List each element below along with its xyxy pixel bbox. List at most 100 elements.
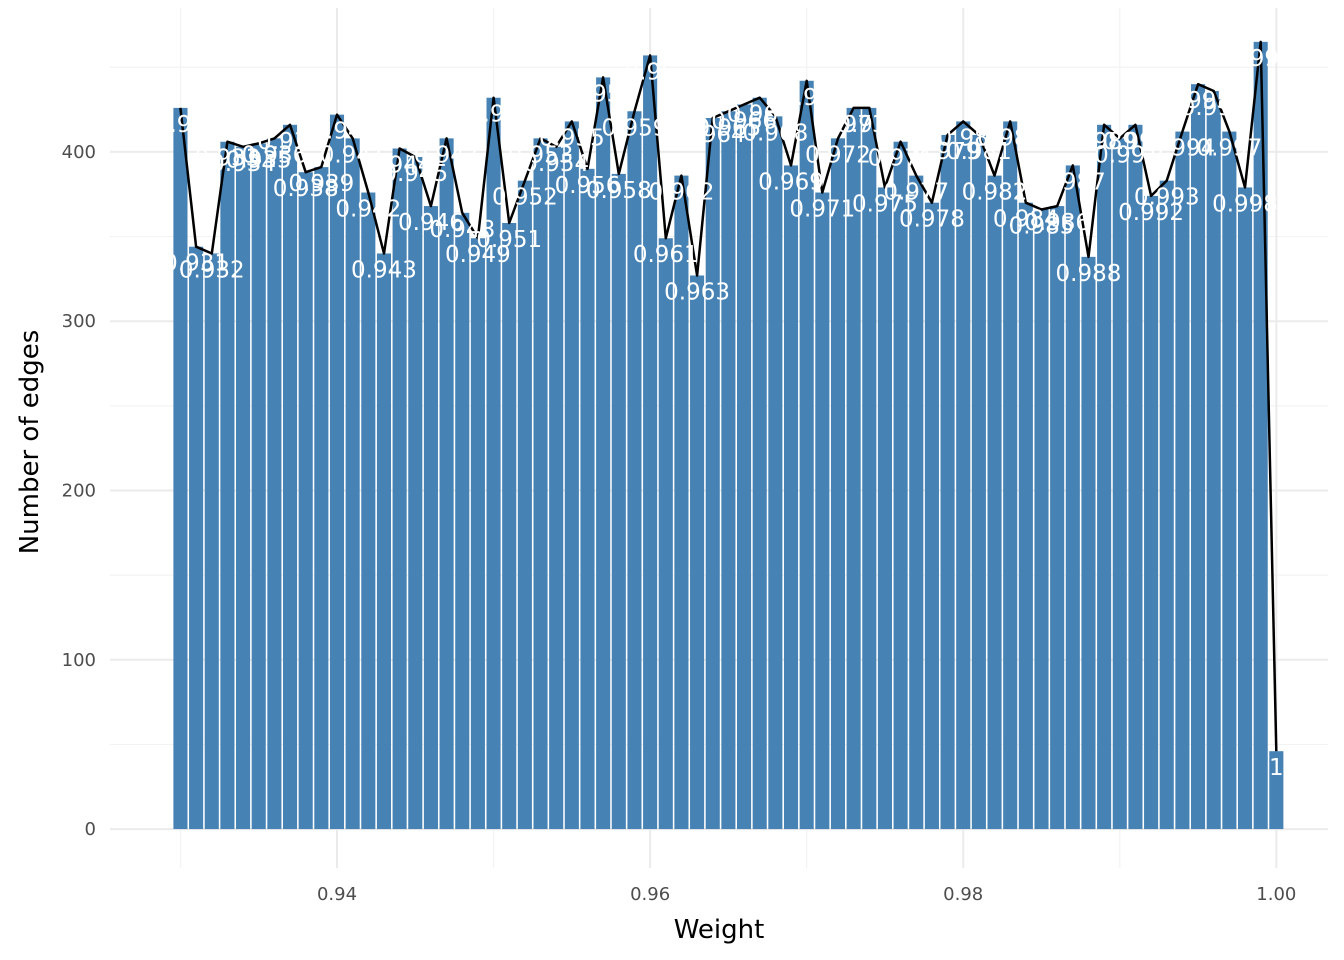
bar-label: 1 — [1269, 755, 1284, 781]
bar-label: 0.992 — [1118, 200, 1184, 226]
bar-label: 0.965 — [695, 115, 761, 141]
bar-label: 0.985 — [1009, 213, 1075, 239]
bar — [486, 97, 501, 830]
bar — [705, 118, 720, 830]
bar — [627, 111, 642, 830]
bar-label: 0.993 — [1134, 185, 1200, 211]
bar — [267, 138, 282, 830]
bar — [752, 97, 767, 830]
bar — [658, 238, 673, 830]
bar — [737, 104, 752, 830]
bar-label: 0.937 — [257, 129, 323, 155]
y-tick-label: 300 — [62, 311, 96, 332]
bar-label: 0.958 — [586, 178, 652, 204]
bar-label: 0.986 — [1024, 210, 1090, 236]
bar — [971, 134, 986, 830]
bar — [1034, 209, 1049, 830]
bar — [533, 138, 548, 830]
axis-ticks: 0 100 200 300 400 0.94 0.96 0.98 1.00 — [62, 142, 1297, 905]
bar-label: 0.968 — [742, 120, 808, 146]
bar-label: 0.977 — [883, 180, 949, 206]
bar — [721, 111, 736, 830]
bar-label: 0.956 — [555, 173, 621, 199]
bar-label: 0.988 — [1056, 261, 1122, 287]
bar-label: 0.943 — [351, 257, 417, 283]
bar-label: 0.998 — [1212, 191, 1278, 217]
bar-label: 0.952 — [492, 185, 558, 211]
bar-label: 0.946 — [398, 210, 464, 236]
bar-label: 0.97 — [781, 85, 832, 111]
bar-label: 0.999 — [1228, 46, 1294, 72]
bar-label: 0.991 — [1103, 129, 1169, 155]
x-axis-title: Weight — [674, 915, 765, 945]
bar — [1128, 124, 1143, 830]
bar-label: 0.996 — [1181, 95, 1247, 121]
bar — [1112, 138, 1127, 830]
bar — [408, 156, 423, 830]
bar-label: 0.935 — [226, 147, 292, 173]
bar — [392, 148, 407, 830]
bar-label: 0.954 — [523, 151, 589, 177]
bar — [956, 121, 971, 830]
bar — [877, 187, 892, 830]
bar — [1206, 90, 1221, 830]
bar-label: 0.932 — [179, 257, 245, 283]
bar-label: 0.957 — [570, 81, 636, 107]
bar — [345, 138, 360, 830]
bar — [909, 175, 924, 830]
bar-label: 0.984 — [993, 207, 1059, 233]
bar — [220, 141, 235, 830]
bar — [799, 80, 814, 830]
bar-label: 0.973 — [821, 112, 887, 138]
bar-label: 0.974 — [836, 112, 902, 138]
bar — [564, 121, 579, 830]
bar-label: 0.982 — [962, 180, 1028, 206]
bar-label: 0.961 — [633, 242, 699, 268]
bar-label: 0.947 — [414, 142, 480, 168]
bar — [1175, 131, 1190, 830]
bar — [204, 253, 219, 830]
bar-label: 0.978 — [899, 207, 965, 233]
bar-label: 0.944 — [367, 153, 433, 179]
bar-label: 0.948 — [429, 217, 495, 243]
bar — [439, 138, 454, 830]
bar — [376, 253, 392, 830]
bar-label: 0.942 — [335, 197, 401, 223]
bar — [282, 124, 298, 830]
bar-label: 0.931 — [163, 251, 229, 277]
bar-label: 0.953 — [508, 142, 574, 168]
bar — [423, 206, 438, 830]
bar — [1237, 187, 1253, 830]
bar — [298, 172, 313, 830]
x-tick-label: 1.00 — [1256, 884, 1296, 905]
bar-label: 0.939 — [288, 171, 354, 197]
bar-label: 0.936 — [241, 142, 307, 168]
bar — [940, 134, 955, 830]
bar-label: 0.98 — [938, 125, 989, 151]
trend-line-layer — [179, 40, 1278, 752]
bar-label: 0.949 — [445, 242, 511, 268]
bar — [189, 246, 204, 830]
bar — [1081, 256, 1096, 830]
bar — [783, 165, 799, 830]
bar-label: 0.971 — [789, 197, 855, 223]
y-tick-label: 100 — [62, 650, 96, 671]
bar — [830, 138, 846, 830]
bar-label: 0.983 — [977, 125, 1043, 151]
bar — [517, 180, 532, 830]
bar — [1191, 84, 1206, 830]
bar-label: 0.981 — [946, 139, 1012, 165]
bar-label: 0.964 — [680, 122, 746, 148]
y-tick-label: 400 — [62, 142, 96, 163]
bar — [1144, 195, 1159, 830]
bar — [1065, 165, 1080, 830]
bar — [596, 77, 611, 830]
bar — [815, 192, 830, 830]
bar — [361, 192, 376, 830]
x-tick-label: 0.94 — [317, 884, 357, 905]
y-tick-label: 0 — [85, 819, 96, 840]
bar — [173, 107, 188, 830]
bar — [1222, 131, 1237, 830]
bar-label: 0.966 — [711, 108, 777, 134]
bar-label: 0.969 — [758, 169, 824, 195]
